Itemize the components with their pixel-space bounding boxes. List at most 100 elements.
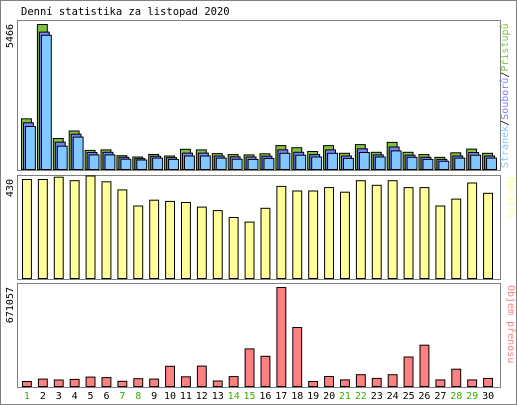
bar-day-8 <box>133 378 144 388</box>
bar-day-29 <box>467 182 478 279</box>
bar-day-10 <box>165 365 176 387</box>
bar-stránek-day-24 <box>390 150 402 170</box>
bar-day-15 <box>244 221 255 280</box>
bar-day-20 <box>324 376 335 387</box>
panel-frame <box>17 283 501 388</box>
day-label-25: 25 <box>403 391 415 402</box>
day-label-21: 21 <box>339 391 351 402</box>
chart-panel-3: 671057 Objem přenosu <box>5 283 517 388</box>
bar-day-17 <box>276 185 287 279</box>
day-label-14: 14 <box>228 391 240 402</box>
bar-day-5 <box>85 376 96 388</box>
bar-day-25 <box>403 187 414 280</box>
bar-stránek-day-28 <box>454 157 466 171</box>
day-label-8: 8 <box>135 391 141 402</box>
bar-day-19 <box>308 381 319 387</box>
day-label-4: 4 <box>72 391 78 402</box>
panel-frame <box>17 175 501 280</box>
bar-day-2 <box>37 179 48 279</box>
day-label-20: 20 <box>323 391 335 402</box>
panel-legend: Návštěv <box>505 177 517 219</box>
bar-day-1 <box>22 179 32 279</box>
bar-day-5 <box>85 175 96 279</box>
bar-stránek-day-6 <box>104 154 116 170</box>
bar-day-6 <box>101 377 112 388</box>
legend-entry: Souborů <box>499 78 511 120</box>
bar-day-18 <box>292 327 303 387</box>
legend-entry: Objem přenosu <box>505 285 517 363</box>
bar-day-22 <box>355 374 366 388</box>
bar-day-24 <box>387 180 398 279</box>
bar-day-3 <box>53 379 64 387</box>
bar-day-26 <box>419 344 430 388</box>
day-label-13: 13 <box>212 391 224 402</box>
bar-day-18 <box>292 190 303 279</box>
bar-day-29 <box>467 379 478 387</box>
bar-day-12 <box>196 206 207 280</box>
bar-day-30 <box>483 192 494 279</box>
day-label-26: 26 <box>418 391 430 402</box>
bar-day-11 <box>181 376 191 387</box>
bar-day-13 <box>212 210 223 280</box>
day-label-12: 12 <box>196 391 208 402</box>
bar-day-8 <box>133 205 144 279</box>
legend-entry: Stránek <box>499 126 511 168</box>
day-label-2: 2 <box>40 391 46 402</box>
day-label-27: 27 <box>434 391 446 402</box>
bar-stránek-day-15 <box>247 158 259 170</box>
bar-stránek-day-18 <box>295 154 307 170</box>
bar-day-14 <box>228 217 239 279</box>
bar-day-9 <box>149 378 160 388</box>
panel-legend: Stránek/Souborů/Přístupů <box>499 23 511 168</box>
bar-stránek-day-5 <box>88 154 100 170</box>
bar-day-25 <box>403 356 414 387</box>
bar-day-15 <box>244 348 255 387</box>
legend-separator: / <box>500 72 511 78</box>
bar-stránek-day-20 <box>327 152 339 171</box>
bar-stránek-day-9 <box>152 157 164 171</box>
bar-day-21 <box>340 379 350 387</box>
day-label-28: 28 <box>450 391 462 402</box>
bar-stránek-day-21 <box>343 157 354 170</box>
day-label-3: 3 <box>56 391 62 402</box>
bar-stránek-day-3 <box>56 145 68 170</box>
day-label-1: 1 <box>24 391 30 402</box>
day-label-17: 17 <box>275 391 287 402</box>
bar-day-28 <box>451 368 462 388</box>
bar-day-14 <box>228 376 239 388</box>
bar-day-16 <box>260 207 271 279</box>
bar-stránek-day-29 <box>470 154 482 170</box>
day-label-24: 24 <box>387 391 399 402</box>
day-label-7: 7 <box>119 391 125 402</box>
bar-stránek-day-27 <box>438 160 450 171</box>
bar-stránek-day-23 <box>374 156 386 170</box>
legend-entry: Přístupů <box>499 23 511 71</box>
day-label-30: 30 <box>482 391 494 402</box>
bar-day-23 <box>371 377 382 387</box>
bar-stránek-day-11 <box>184 155 195 170</box>
bar-day-3 <box>53 176 64 279</box>
bar-stránek-day-13 <box>215 157 227 171</box>
bar-stránek-day-30 <box>486 157 498 171</box>
day-label-18: 18 <box>291 391 303 402</box>
day-label-9: 9 <box>151 391 157 402</box>
bar-day-27 <box>435 379 446 387</box>
chart-title: Denní statistika za listopad 2020 <box>21 6 230 18</box>
bar-day-10 <box>165 200 176 279</box>
bar-day-11 <box>181 202 191 279</box>
bar-stránek-day-1 <box>25 126 36 170</box>
y-max-label: 5466 <box>5 24 16 48</box>
bar-stránek-day-25 <box>406 156 418 171</box>
bar-day-1 <box>22 381 32 387</box>
bar-day-21 <box>340 191 350 279</box>
bar-stránek-day-14 <box>231 158 243 170</box>
bar-day-27 <box>435 205 446 279</box>
bar-day-30 <box>483 377 494 387</box>
bar-day-12 <box>196 365 207 388</box>
day-label-6: 6 <box>103 391 109 402</box>
bar-stránek-day-19 <box>311 156 323 170</box>
bar-stránek-day-22 <box>358 152 370 170</box>
